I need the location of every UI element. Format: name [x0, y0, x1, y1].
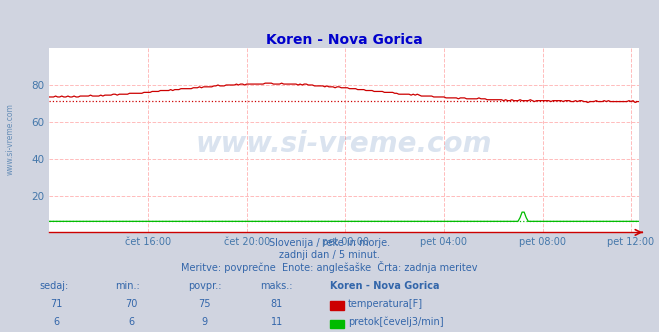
- Text: sedaj:: sedaj:: [40, 281, 69, 291]
- Text: pretok[čevelj3/min]: pretok[čevelj3/min]: [348, 317, 444, 327]
- Text: 70: 70: [126, 299, 138, 309]
- Text: Koren - Nova Gorica: Koren - Nova Gorica: [330, 281, 439, 291]
- Text: 6: 6: [53, 317, 59, 327]
- Text: 11: 11: [271, 317, 283, 327]
- Text: 71: 71: [50, 299, 62, 309]
- Text: 75: 75: [198, 299, 210, 309]
- Text: 6: 6: [129, 317, 135, 327]
- Text: zadnji dan / 5 minut.: zadnji dan / 5 minut.: [279, 250, 380, 261]
- Text: www.si-vreme.com: www.si-vreme.com: [5, 104, 14, 175]
- Title: Koren - Nova Gorica: Koren - Nova Gorica: [266, 33, 422, 47]
- Text: Slovenija / reke in morje.: Slovenija / reke in morje.: [269, 238, 390, 248]
- Text: temperatura[F]: temperatura[F]: [348, 299, 423, 309]
- Text: min.:: min.:: [115, 281, 140, 291]
- Text: 81: 81: [271, 299, 283, 309]
- Text: maks.:: maks.:: [260, 281, 293, 291]
- Text: www.si-vreme.com: www.si-vreme.com: [196, 130, 492, 158]
- Text: 9: 9: [201, 317, 208, 327]
- Text: povpr.:: povpr.:: [188, 281, 221, 291]
- Text: Meritve: povprečne  Enote: anglešaške  Črta: zadnja meritev: Meritve: povprečne Enote: anglešaške Črt…: [181, 261, 478, 273]
